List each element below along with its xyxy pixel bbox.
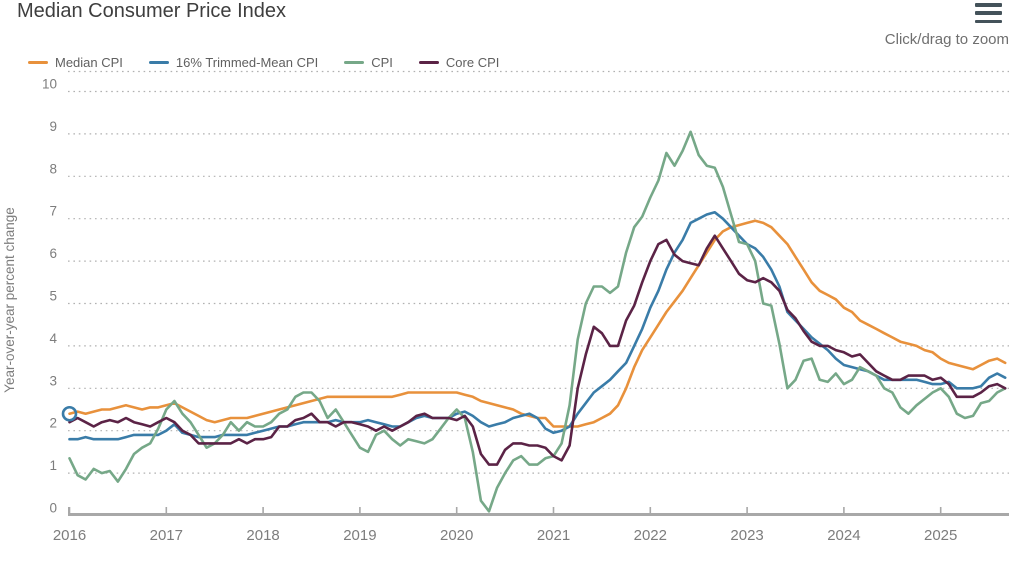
y-tick-label-9: 9 [49, 119, 57, 134]
legend-item-median-cpi[interactable]: Median CPI [28, 55, 123, 70]
legend-label: 16% Trimmed-Mean CPI [175, 55, 319, 70]
legend-item-trimmed-mean-cpi[interactable]: 16% Trimmed-Mean CPI [148, 55, 319, 70]
series-start-marker [61, 405, 78, 422]
x-tick-label-2022: 2022 [634, 527, 667, 544]
chart-legend: Median CPI 16% Trimmed-Mean CPI CPI Core… [28, 55, 499, 70]
chart-title: Median Consumer Price Index [17, 0, 287, 22]
x-tick-label-2018: 2018 [246, 527, 279, 544]
x-tick-label-2020: 2020 [440, 527, 473, 544]
hamburger-icon [975, 3, 1002, 7]
y-tick-label-8: 8 [49, 161, 57, 176]
y-tick-label-10: 10 [42, 77, 57, 92]
legend-swatch-trimmed-mean-cpi [148, 61, 169, 64]
legend-label: CPI [371, 55, 393, 70]
y-tick-label-5: 5 [49, 289, 57, 304]
series-line-median-cpi [68, 219, 1007, 428]
y-tick-label-2: 2 [49, 416, 57, 431]
legend-item-cpi[interactable]: CPI [344, 55, 393, 70]
x-tick-label-2021: 2021 [537, 527, 570, 544]
y-tick-label-7: 7 [49, 204, 57, 219]
y-axis-title: Year-over-year percent change [2, 207, 17, 393]
x-tick-label-2025: 2025 [924, 527, 957, 544]
legend-swatch-median-cpi [28, 61, 48, 64]
x-tick-label-2023: 2023 [730, 527, 763, 544]
y-tick-label-0: 0 [49, 501, 57, 516]
y-tick-label-1: 1 [49, 458, 57, 473]
y-tick-label-4: 4 [49, 331, 57, 346]
series-line-16-trimmed-mean-cpi [68, 211, 1007, 441]
legend-swatch-core-cpi [418, 61, 439, 64]
chart-menu-button[interactable] [975, 3, 1002, 23]
x-tick-label-2017: 2017 [150, 527, 183, 544]
y-tick-label-6: 6 [49, 246, 57, 261]
hamburger-icon [975, 11, 1002, 15]
zoom-hint-text: Click/drag to zoom [884, 31, 1009, 48]
legend-label: Median CPI [55, 55, 123, 70]
legend-label: Core CPI [445, 55, 500, 70]
x-tick-label-2016: 2016 [53, 527, 86, 544]
y-tick-label-3: 3 [49, 373, 57, 388]
x-tick-label-2024: 2024 [827, 527, 860, 544]
legend-swatch-cpi [344, 61, 365, 64]
series-line-core-cpi [68, 234, 1007, 466]
legend-item-core-cpi[interactable]: Core CPI [418, 55, 500, 70]
series-line-cpi [68, 130, 1007, 513]
x-tick-label-2019: 2019 [343, 527, 376, 544]
hamburger-icon [975, 19, 1002, 23]
